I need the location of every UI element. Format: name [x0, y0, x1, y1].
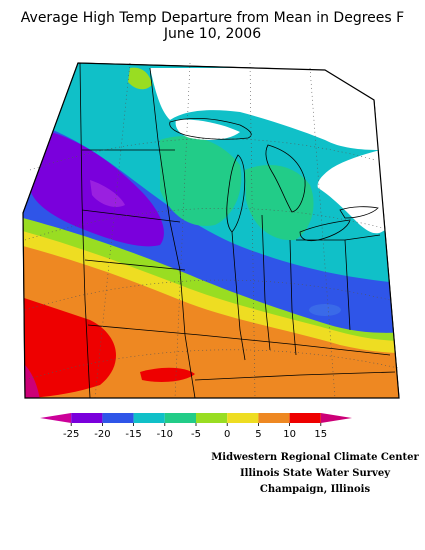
legend-tick-labels: -25 -20 -15 -10 -5 0 5 10 15 — [63, 423, 327, 440]
legend-swatch — [164, 413, 196, 423]
legend-swatch — [289, 413, 321, 423]
legend-tick-label: -20 — [94, 429, 110, 440]
legend-tick-label: -10 — [157, 429, 173, 440]
legend-swatch — [258, 413, 290, 423]
legend-tick-label: 10 — [283, 429, 296, 440]
legend-swatch — [133, 413, 165, 423]
legend-swatch — [71, 413, 103, 423]
credit-line-3: Champaign, Illinois — [259, 484, 371, 495]
map-title: Average High Temp Departure from Mean in… — [20, 10, 405, 26]
legend-swatch — [102, 413, 134, 423]
legend-swatch — [320, 413, 352, 423]
legend-swatch — [40, 413, 72, 423]
legend-tick-label: 15 — [314, 429, 327, 440]
credit-line-1: Midwestern Regional Climate Center — [211, 452, 419, 463]
no-data-areas — [150, 68, 385, 234]
map-date: June 10, 2006 — [163, 26, 262, 42]
legend-swatch — [227, 413, 259, 423]
legend-tick-label: -15 — [125, 429, 141, 440]
legend-tick-label: 0 — [224, 429, 230, 440]
legend-tick-label: 5 — [255, 429, 261, 440]
legend-color-bar — [40, 413, 352, 423]
legend-tick-label: -5 — [191, 429, 201, 440]
credit-line-2: Illinois State Water Survey — [239, 468, 391, 479]
lat-lon-grid — [24, 62, 399, 399]
boundaries — [79, 62, 396, 399]
legend-swatch — [196, 413, 228, 423]
legend-tick-label: -25 — [63, 429, 79, 440]
